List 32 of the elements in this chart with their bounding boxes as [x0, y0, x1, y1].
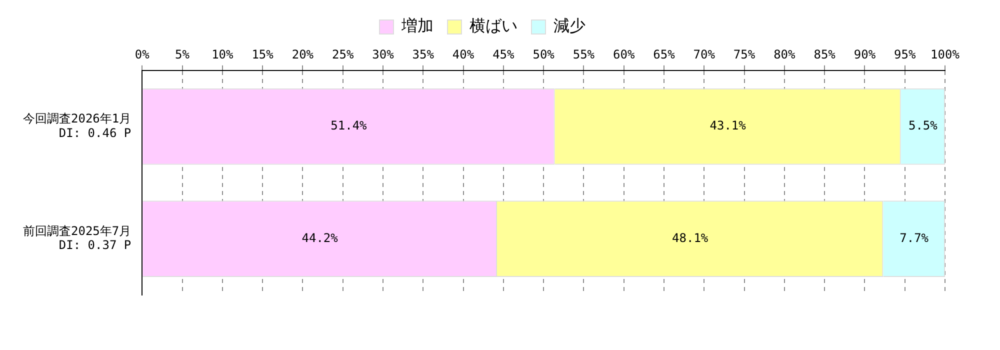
x-tick-label: 5% — [175, 47, 190, 62]
x-tick-label: 80% — [774, 47, 796, 62]
x-tick-label: 10% — [212, 47, 234, 62]
x-tick-label: 60% — [613, 47, 636, 62]
y-tick-label: 今回調査2026年1月 DI: 0.46 P — [23, 111, 132, 140]
x-tick-label: 95% — [894, 47, 916, 62]
x-tick-label: 65% — [653, 47, 676, 62]
x-tick-label: 25% — [332, 47, 354, 62]
x-tick-label: 0% — [134, 47, 150, 62]
x-tick-label: 75% — [733, 47, 756, 62]
x-tick-label: 90% — [854, 47, 876, 62]
data-label: 7.7% — [900, 230, 930, 245]
x-tick-label: 30% — [372, 47, 395, 62]
legend-label: 増加 — [400, 16, 434, 36]
x-tick-label: 100% — [930, 47, 960, 62]
data-label: 48.1% — [672, 230, 709, 245]
x-tick-label: 45% — [492, 47, 516, 62]
x-tick-label: 15% — [252, 47, 274, 62]
data-label: 43.1% — [710, 118, 747, 133]
x-tick-label: 50% — [532, 47, 556, 62]
x-tick-label: 55% — [572, 47, 596, 62]
data-label: 44.2% — [302, 230, 339, 245]
legend-label: 横ばい — [470, 16, 518, 36]
legend-label: 減少 — [554, 16, 586, 36]
y-tick-label: 前回調査2025年7月 DI: 0.37 P — [23, 224, 132, 252]
x-tick-label: 35% — [412, 47, 435, 62]
data-label: 51.4% — [330, 118, 368, 133]
data-label: 5.5% — [908, 118, 938, 133]
x-tick-label: 20% — [292, 47, 314, 62]
x-tick-label: 70% — [693, 47, 716, 62]
x-tick-label: 85% — [814, 47, 836, 62]
x-tick-label: 40% — [452, 47, 475, 62]
